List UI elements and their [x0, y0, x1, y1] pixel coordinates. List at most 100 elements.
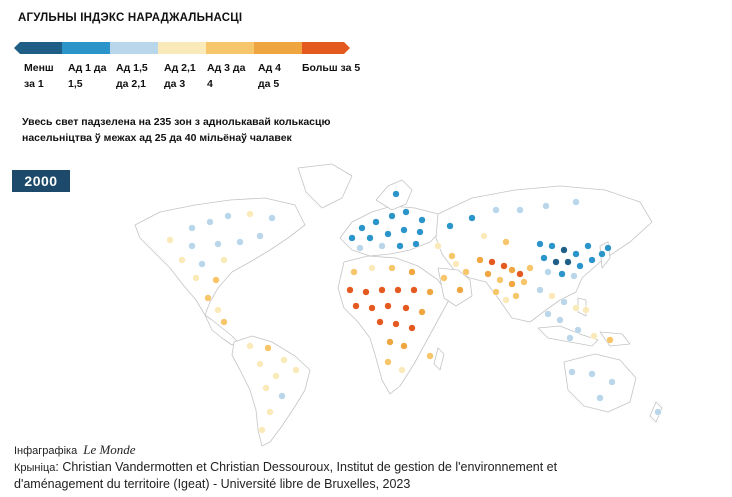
- zone-point-64: [384, 358, 392, 366]
- zone-point-78: [572, 198, 580, 206]
- greenland-shape: [297, 163, 353, 209]
- zone-point-50: [378, 286, 386, 294]
- legend-label-7: Больш за 5: [302, 62, 361, 74]
- zone-point-76: [516, 206, 524, 214]
- zone-point-35: [366, 234, 374, 242]
- credit-line: Інфаграфіка Le Monde: [14, 442, 136, 458]
- zone-point-20: [264, 344, 272, 352]
- zone-point-9: [236, 238, 244, 246]
- australia-shape: [563, 353, 637, 413]
- zone-point-55: [368, 304, 376, 312]
- zone-point-81: [476, 256, 484, 264]
- zone-point-120: [568, 368, 576, 376]
- zone-point-54: [352, 302, 360, 310]
- legend-label-2: Ад 1 да 1,5: [68, 62, 107, 90]
- zone-point-40: [396, 242, 404, 250]
- zone-point-74: [468, 214, 476, 222]
- zone-point-79: [480, 232, 488, 240]
- zone-point-96: [560, 246, 568, 254]
- zone-point-11: [178, 256, 186, 264]
- zone-point-103: [544, 268, 552, 276]
- zone-point-83: [500, 262, 508, 270]
- zone-point-53: [426, 288, 434, 296]
- zone-point-45: [368, 264, 376, 272]
- zone-point-59: [376, 318, 384, 326]
- zone-point-95: [548, 242, 556, 250]
- zone-point-101: [564, 258, 572, 266]
- zone-point-56: [384, 302, 392, 310]
- zone-point-69: [440, 274, 448, 282]
- zone-point-111: [560, 298, 568, 306]
- zone-point-58: [418, 308, 426, 316]
- credit-brand: Le Monde: [83, 442, 136, 457]
- chart-title: АГУЛЬНЫ ІНДЭКС НАРАДЖАЛЬНАСЦІ: [18, 12, 243, 24]
- zone-point-24: [292, 366, 300, 374]
- zone-point-65: [398, 366, 406, 374]
- zone-point-75: [492, 206, 500, 214]
- zone-point-97: [572, 250, 580, 258]
- zone-point-108: [604, 244, 612, 252]
- legend-label-3: Ад 1,5 да 2,1: [116, 62, 148, 90]
- zone-point-70: [456, 286, 464, 294]
- zone-point-8: [214, 240, 222, 248]
- zone-point-28: [258, 426, 266, 434]
- legend-label-5: Ад 3 да 4: [207, 62, 246, 90]
- north-america-shape: [134, 197, 306, 316]
- zone-point-42: [392, 190, 400, 198]
- zone-point-7: [188, 242, 196, 250]
- zone-point-49: [362, 288, 370, 296]
- legend-swatch-4: [158, 42, 206, 54]
- legend-swatch-6: [254, 42, 302, 54]
- zone-point-102: [576, 262, 584, 270]
- zone-point-72: [452, 260, 460, 268]
- zone-point-107: [598, 250, 606, 258]
- zone-point-86: [484, 270, 492, 278]
- zone-point-62: [386, 338, 394, 346]
- zone-point-15: [212, 276, 220, 284]
- zone-point-46: [388, 264, 396, 272]
- zone-point-37: [400, 226, 408, 234]
- zone-point-3: [224, 212, 232, 220]
- zone-point-112: [572, 304, 580, 312]
- zone-point-115: [556, 316, 564, 324]
- legend-swatch-1: [14, 42, 62, 54]
- fertility-legend-bar: [14, 42, 350, 54]
- zone-point-21: [280, 356, 288, 364]
- zone-point-109: [536, 286, 544, 294]
- zone-point-80: [502, 238, 510, 246]
- zone-point-29: [358, 224, 366, 232]
- land-outlines: [134, 163, 663, 447]
- zone-point-67: [434, 242, 442, 250]
- source-text: : Christian Vandermotten et Christian De…: [14, 460, 558, 491]
- zone-point-61: [408, 324, 416, 332]
- zone-point-117: [590, 332, 598, 340]
- zone-point-23: [272, 372, 280, 380]
- zone-point-82: [488, 258, 496, 266]
- fertility-zone-points: [166, 190, 662, 434]
- zone-point-6: [166, 236, 174, 244]
- zone-point-68: [448, 252, 456, 260]
- zone-point-123: [596, 394, 604, 402]
- zone-point-16: [204, 294, 212, 302]
- zone-point-34: [348, 234, 356, 242]
- zone-point-60: [392, 320, 400, 328]
- madagascar-shape: [433, 347, 445, 371]
- zone-point-106: [588, 256, 596, 264]
- zone-point-93: [526, 264, 534, 272]
- legend-label-1: Менш за 1: [24, 62, 54, 90]
- legend-swatch-7: [302, 42, 350, 54]
- zone-point-1: [188, 224, 196, 232]
- source-label: Крыніца: [14, 462, 56, 474]
- zone-point-89: [492, 288, 500, 296]
- zone-point-92: [520, 278, 528, 286]
- zone-point-113: [582, 306, 590, 314]
- zone-point-14: [192, 274, 200, 282]
- new-guinea-shape: [599, 331, 631, 347]
- zone-point-110: [548, 292, 556, 300]
- zone-point-91: [512, 292, 520, 300]
- zone-point-22: [256, 360, 264, 368]
- zone-point-121: [588, 370, 596, 378]
- zone-point-32: [402, 208, 410, 216]
- zone-point-43: [356, 244, 364, 252]
- zone-point-5: [268, 214, 276, 222]
